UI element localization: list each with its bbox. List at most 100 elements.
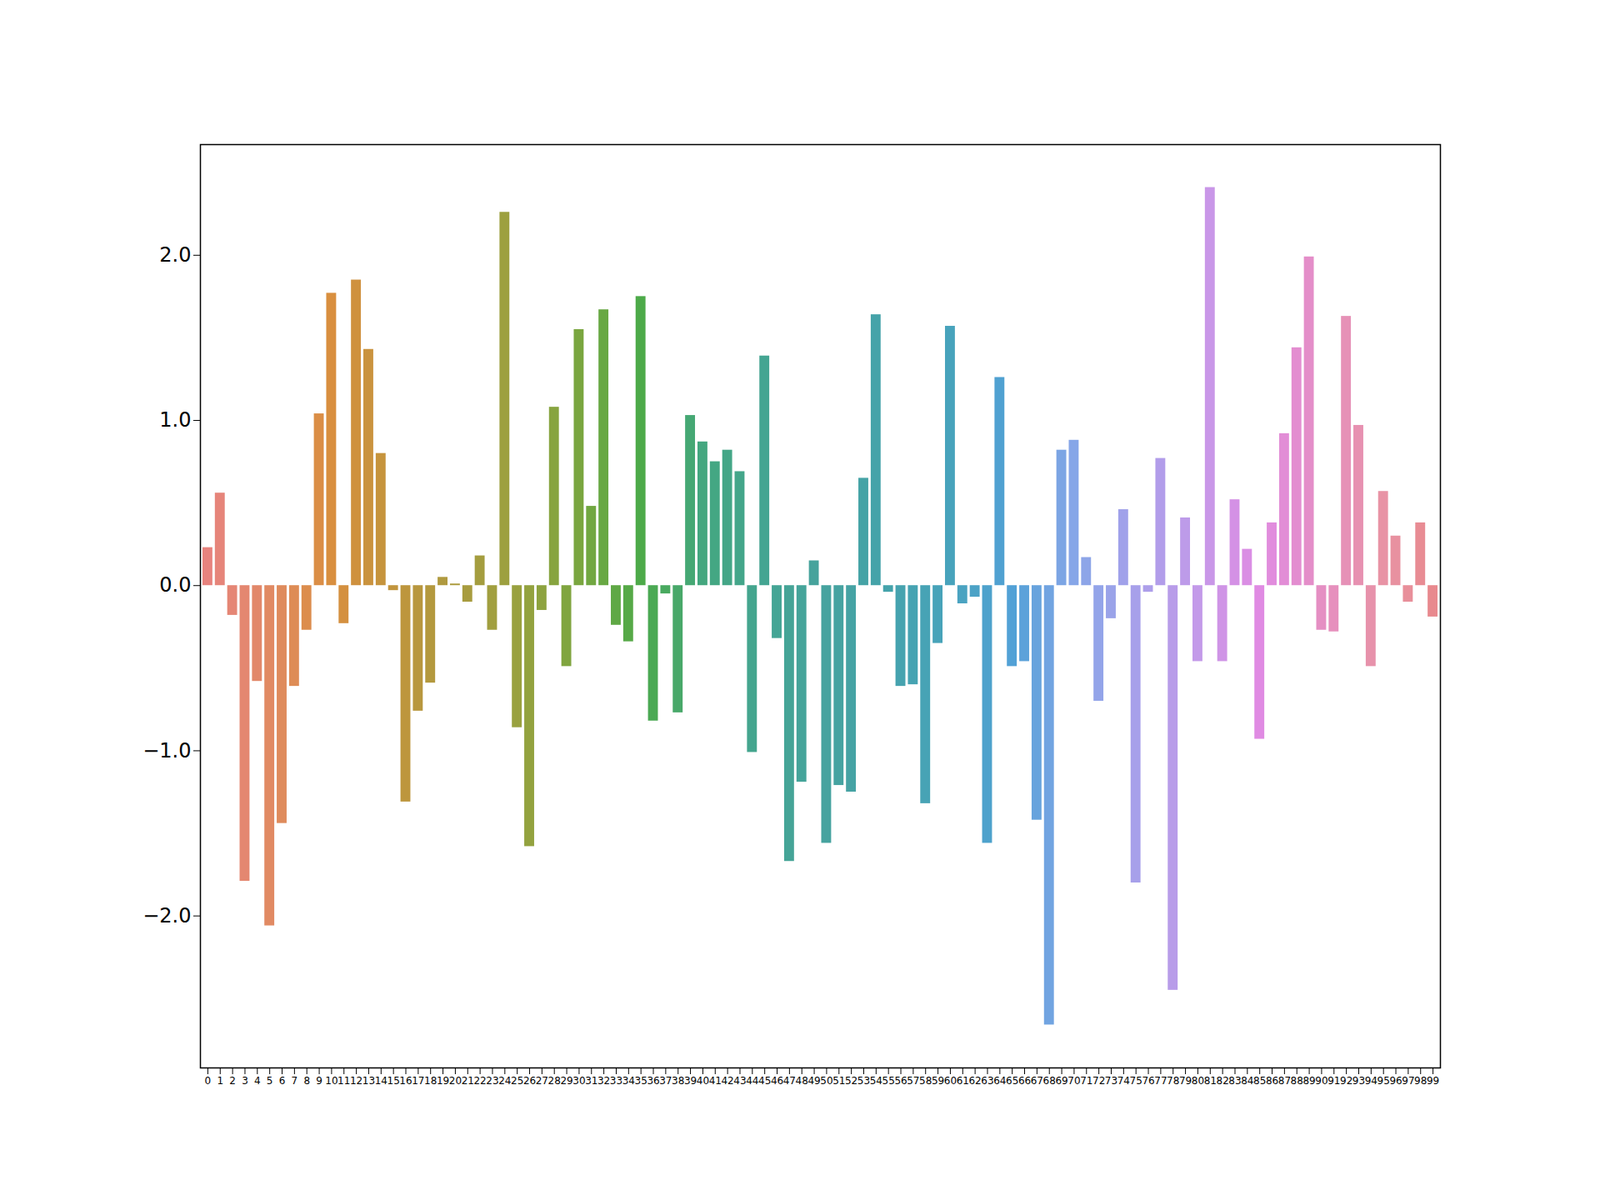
svg-text:81: 81 xyxy=(1204,1075,1217,1087)
svg-text:9: 9 xyxy=(315,1075,323,1087)
svg-text:77: 77 xyxy=(1154,1075,1167,1087)
svg-text:72: 72 xyxy=(1092,1075,1105,1087)
svg-text:21: 21 xyxy=(461,1075,475,1087)
svg-text:94: 94 xyxy=(1365,1075,1378,1087)
svg-text:62: 62 xyxy=(968,1075,981,1087)
svg-text:37: 37 xyxy=(659,1075,672,1087)
svg-text:7: 7 xyxy=(291,1075,299,1087)
svg-text:87: 87 xyxy=(1278,1075,1291,1087)
svg-text:47: 47 xyxy=(783,1075,796,1087)
svg-text:34: 34 xyxy=(622,1075,635,1087)
svg-text:79: 79 xyxy=(1179,1075,1192,1087)
svg-text:20: 20 xyxy=(449,1075,462,1087)
svg-text:31: 31 xyxy=(585,1075,598,1087)
svg-text:78: 78 xyxy=(1166,1075,1180,1087)
svg-text:27: 27 xyxy=(535,1075,549,1087)
svg-text:65: 65 xyxy=(1005,1075,1019,1087)
svg-text:45: 45 xyxy=(758,1075,771,1087)
svg-text:53: 53 xyxy=(857,1075,870,1087)
svg-text:75: 75 xyxy=(1130,1075,1143,1087)
svg-text:−1.0: −1.0 xyxy=(142,739,191,763)
svg-text:30: 30 xyxy=(572,1075,585,1087)
svg-text:3: 3 xyxy=(241,1075,249,1087)
svg-text:86: 86 xyxy=(1265,1075,1279,1087)
svg-text:13: 13 xyxy=(362,1075,375,1087)
svg-text:80: 80 xyxy=(1191,1075,1205,1087)
svg-text:92: 92 xyxy=(1340,1075,1353,1087)
svg-text:70: 70 xyxy=(1067,1075,1080,1087)
svg-text:11: 11 xyxy=(337,1075,350,1087)
svg-text:17: 17 xyxy=(411,1075,425,1087)
svg-text:2.0: 2.0 xyxy=(159,243,191,267)
svg-text:44: 44 xyxy=(745,1075,759,1087)
svg-text:88: 88 xyxy=(1290,1075,1304,1087)
svg-text:43: 43 xyxy=(733,1075,746,1087)
svg-text:42: 42 xyxy=(720,1075,734,1087)
svg-text:0.0: 0.0 xyxy=(159,573,191,597)
svg-text:22: 22 xyxy=(473,1075,486,1087)
svg-text:71: 71 xyxy=(1080,1075,1093,1087)
svg-text:49: 49 xyxy=(807,1075,820,1087)
svg-text:55: 55 xyxy=(882,1075,895,1087)
svg-text:59: 59 xyxy=(931,1075,945,1087)
svg-text:96: 96 xyxy=(1389,1075,1402,1087)
svg-text:35: 35 xyxy=(635,1075,648,1087)
svg-text:99: 99 xyxy=(1426,1075,1440,1087)
svg-text:54: 54 xyxy=(870,1075,883,1087)
svg-text:51: 51 xyxy=(832,1075,845,1087)
svg-text:98: 98 xyxy=(1414,1075,1427,1087)
svg-text:8: 8 xyxy=(303,1075,310,1087)
svg-text:97: 97 xyxy=(1401,1075,1415,1087)
svg-text:15: 15 xyxy=(387,1075,400,1087)
svg-text:84: 84 xyxy=(1240,1075,1254,1087)
svg-text:64: 64 xyxy=(993,1075,1006,1087)
svg-text:10: 10 xyxy=(325,1075,338,1087)
svg-text:39: 39 xyxy=(684,1075,697,1087)
svg-text:0: 0 xyxy=(205,1075,212,1087)
svg-text:29: 29 xyxy=(560,1075,573,1087)
svg-text:5: 5 xyxy=(266,1075,274,1087)
svg-text:36: 36 xyxy=(646,1075,660,1087)
svg-text:68: 68 xyxy=(1043,1075,1056,1087)
svg-text:52: 52 xyxy=(845,1075,858,1087)
svg-text:16: 16 xyxy=(399,1075,412,1087)
svg-text:66: 66 xyxy=(1018,1075,1031,1087)
svg-text:28: 28 xyxy=(548,1075,561,1087)
svg-text:50: 50 xyxy=(820,1075,833,1087)
svg-text:85: 85 xyxy=(1253,1075,1266,1087)
svg-text:12: 12 xyxy=(350,1075,363,1087)
svg-text:40: 40 xyxy=(696,1075,710,1087)
svg-text:23: 23 xyxy=(485,1075,499,1087)
svg-text:2: 2 xyxy=(229,1075,236,1087)
svg-text:41: 41 xyxy=(709,1075,722,1087)
svg-text:46: 46 xyxy=(770,1075,784,1087)
svg-text:33: 33 xyxy=(610,1075,623,1087)
svg-text:−2.0: −2.0 xyxy=(142,904,191,928)
svg-text:38: 38 xyxy=(671,1075,685,1087)
svg-text:95: 95 xyxy=(1377,1075,1390,1087)
svg-text:18: 18 xyxy=(424,1075,437,1087)
svg-text:14: 14 xyxy=(375,1075,388,1087)
svg-text:93: 93 xyxy=(1352,1075,1365,1087)
svg-text:69: 69 xyxy=(1055,1075,1068,1087)
svg-text:19: 19 xyxy=(436,1075,450,1087)
svg-text:91: 91 xyxy=(1327,1075,1340,1087)
svg-text:83: 83 xyxy=(1228,1075,1241,1087)
svg-text:76: 76 xyxy=(1141,1075,1155,1087)
svg-text:67: 67 xyxy=(1030,1075,1044,1087)
svg-text:61: 61 xyxy=(956,1075,970,1087)
svg-text:63: 63 xyxy=(980,1075,994,1087)
svg-text:82: 82 xyxy=(1215,1075,1229,1087)
svg-text:6: 6 xyxy=(279,1075,286,1087)
svg-text:4: 4 xyxy=(254,1075,261,1087)
svg-text:1.0: 1.0 xyxy=(159,408,191,432)
svg-text:1: 1 xyxy=(216,1075,224,1087)
svg-text:74: 74 xyxy=(1117,1075,1130,1087)
svg-text:57: 57 xyxy=(906,1075,920,1087)
svg-text:25: 25 xyxy=(510,1075,524,1087)
svg-text:89: 89 xyxy=(1302,1075,1315,1087)
svg-text:24: 24 xyxy=(498,1075,511,1087)
svg-text:48: 48 xyxy=(795,1075,809,1087)
svg-text:56: 56 xyxy=(894,1075,907,1087)
svg-text:32: 32 xyxy=(597,1075,610,1087)
